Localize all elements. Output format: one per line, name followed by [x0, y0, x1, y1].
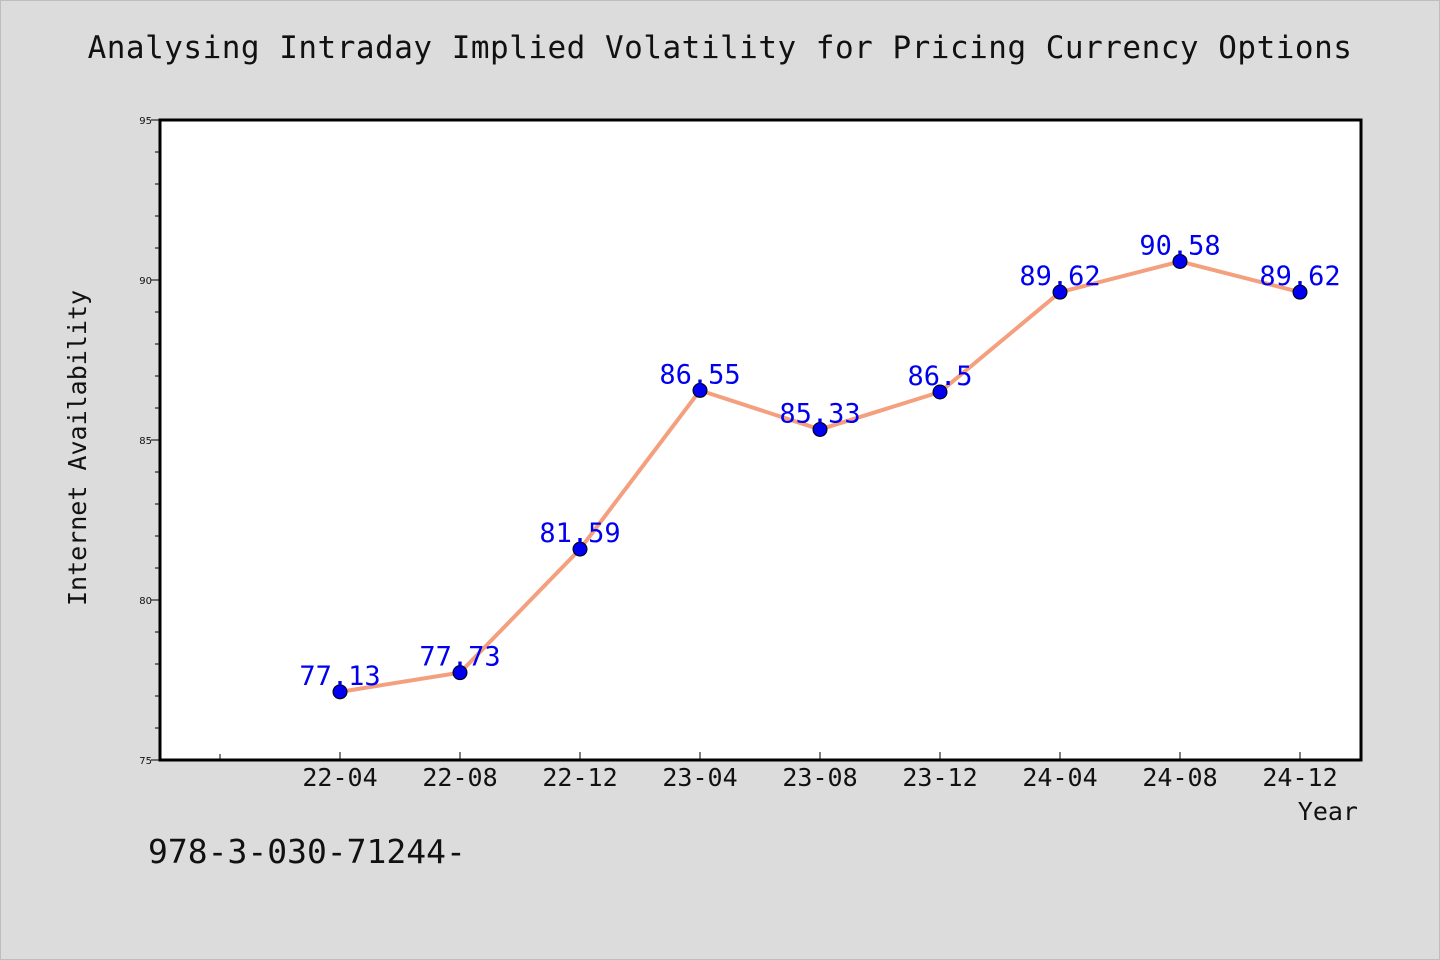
data-label: 89.62 — [1019, 261, 1100, 292]
x-axis-label: Year — [1298, 797, 1358, 826]
x-tick-label: 24-12 — [1262, 763, 1337, 792]
y-tick-label: 75 — [139, 756, 152, 767]
data-label: 89.62 — [1259, 261, 1340, 292]
x-axis: 22-04 22-08 22-12 23-04 23-08 23-12 24-04 24-08… — [219, 752, 1338, 792]
data-label: 77.73 — [419, 642, 500, 673]
y-tick-label: 85 — [139, 436, 152, 447]
plot-area — [160, 120, 1361, 760]
x-tick-label: 23-08 — [782, 763, 857, 792]
plot-border — [158, 118, 1363, 762]
x-tick-label: 22-04 — [302, 763, 377, 792]
chart-title: Analysing Intraday Implied Volatility fo… — [87, 30, 1353, 66]
x-tick-label: 23-04 — [662, 763, 737, 792]
data-point — [932, 384, 948, 400]
footer-text: 978-3-030-71244- — [148, 832, 466, 871]
data-point — [1052, 284, 1068, 300]
x-tick-label: 24-04 — [1022, 763, 1097, 792]
y-tick-label: 95 — [139, 116, 152, 127]
data-label: 90.58 — [1139, 230, 1220, 261]
data-label: 85.33 — [779, 398, 860, 429]
data-label: 86.55 — [659, 359, 740, 390]
data-point — [332, 684, 348, 700]
y-axis-label: Internet Availability — [63, 290, 92, 606]
data-point — [452, 665, 468, 681]
data-label: 81.59 — [539, 518, 620, 549]
data-label: 86.5 — [907, 361, 972, 392]
series-layer: 77.13 77.73 81.59 86.55 85.33 86.5 89.62 90.58 8… — [299, 230, 1341, 700]
x-tick-label: 22-08 — [422, 763, 497, 792]
data-point — [812, 421, 828, 437]
x-tick-label: 23-12 — [902, 763, 977, 792]
data-point — [1172, 253, 1188, 269]
y-tick-label: 90 — [139, 276, 152, 287]
data-point — [1292, 284, 1308, 300]
y-axis: 75 80 85 90 95 — [139, 116, 160, 767]
x-tick-label: 22-12 — [542, 763, 617, 792]
data-label: 77.13 — [299, 661, 380, 692]
data-point — [692, 382, 708, 398]
y-tick-label: 80 — [139, 596, 152, 607]
data-point — [572, 541, 588, 557]
x-tick-label: 24-08 — [1142, 763, 1217, 792]
